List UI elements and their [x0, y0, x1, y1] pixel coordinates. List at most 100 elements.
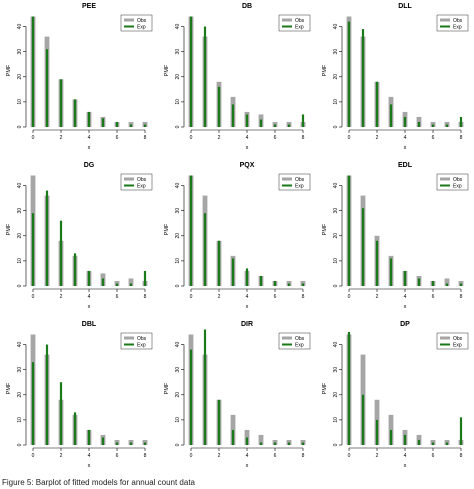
x-tick-label: 4 — [88, 135, 91, 141]
y-tick-label: 20 — [17, 74, 23, 80]
bar-exp — [231, 104, 235, 127]
figure-caption: Figure 5: Barplot of fitted models for a… — [2, 478, 196, 487]
x-axis-label: x — [88, 463, 91, 469]
bar-exp — [203, 26, 207, 127]
bar-exp — [375, 419, 379, 445]
bar-exp — [245, 437, 249, 445]
bar-exp — [189, 16, 193, 128]
bar-exp — [59, 79, 63, 127]
bar-exp — [101, 278, 105, 286]
y-tick-label: 40 — [175, 24, 181, 30]
y-axis-label: PMF — [6, 223, 12, 235]
x-tick-label: 8 — [144, 294, 147, 300]
x-tick-label: 6 — [274, 135, 277, 141]
bar-exp — [203, 329, 207, 445]
legend-label-exp: Exp — [295, 343, 304, 349]
y-tick-label: 10 — [333, 99, 339, 105]
legend-label-obs: Obs — [295, 177, 305, 183]
bar-exp — [87, 270, 91, 286]
x-tick-label: 0 — [32, 135, 35, 141]
panel-title: PQX — [240, 162, 255, 169]
legend-label-obs: Obs — [453, 18, 463, 24]
y-tick-label: 40 — [17, 24, 23, 30]
bar-exp — [301, 283, 305, 286]
bar-exp — [287, 283, 291, 286]
legend-label-obs: Obs — [137, 18, 147, 24]
bar-exp — [259, 275, 263, 286]
x-tick-label: 2 — [218, 453, 221, 459]
bar-exp — [31, 16, 35, 128]
x-axis-label: x — [404, 463, 407, 469]
bar-exp — [417, 439, 421, 445]
bar-exp — [287, 442, 291, 445]
bar-exp — [417, 121, 421, 127]
legend-label-exp: Exp — [453, 25, 462, 31]
y-tick-label: 0 — [175, 284, 181, 287]
bar-exp — [59, 220, 63, 286]
panel-title: DP — [400, 321, 410, 328]
bar-exp — [143, 270, 147, 286]
x-tick-label: 2 — [218, 135, 221, 141]
y-axis-label: PMF — [164, 64, 170, 76]
bar-obs — [128, 278, 134, 286]
x-tick-label: 0 — [32, 453, 35, 459]
y-tick-label: 20 — [17, 392, 23, 398]
bar-exp — [101, 118, 105, 127]
bar-exp — [87, 111, 91, 127]
y-tick-label: 20 — [17, 233, 23, 239]
y-tick-label: 40 — [333, 342, 339, 348]
x-tick-label: 4 — [404, 294, 407, 300]
bar-exp — [31, 362, 35, 445]
x-tick-label: 0 — [32, 294, 35, 300]
x-tick-label: 2 — [60, 294, 63, 300]
x-tick-label: 8 — [302, 453, 305, 459]
x-tick-label: 8 — [144, 135, 147, 141]
y-tick-label: 20 — [175, 392, 181, 398]
bar-exp — [361, 29, 365, 127]
x-tick-label: 6 — [116, 135, 119, 141]
bar-exp — [115, 283, 119, 286]
bar-exp — [217, 399, 221, 445]
y-tick-label: 10 — [175, 99, 181, 105]
bar-exp — [115, 442, 119, 445]
y-tick-label: 0 — [17, 284, 23, 287]
x-tick-label: 4 — [246, 135, 249, 141]
y-tick-label: 0 — [333, 125, 339, 128]
y-tick-label: 30 — [17, 208, 23, 214]
x-tick-label: 2 — [218, 294, 221, 300]
y-tick-label: 10 — [17, 258, 23, 264]
bar-exp — [217, 240, 221, 286]
bar-exp — [389, 104, 393, 127]
y-tick-label: 30 — [175, 208, 181, 214]
bar-exp — [203, 213, 207, 286]
bar-exp — [259, 442, 263, 445]
x-tick-label: 6 — [432, 294, 435, 300]
y-tick-label: 30 — [175, 367, 181, 373]
legend-label-obs: Obs — [295, 18, 305, 24]
x-tick-label: 2 — [60, 453, 63, 459]
bar-exp — [375, 240, 379, 286]
bar-exp — [431, 124, 435, 127]
y-axis-label: PMF — [322, 223, 328, 235]
bar-exp — [389, 429, 393, 445]
x-tick-label: 0 — [348, 294, 351, 300]
bar-exp — [403, 270, 407, 286]
bar-exp — [361, 208, 365, 286]
y-tick-label: 40 — [175, 342, 181, 348]
bar-exp — [273, 280, 277, 286]
y-tick-label: 0 — [333, 284, 339, 287]
y-tick-label: 20 — [333, 392, 339, 398]
legend-label-obs: Obs — [137, 177, 147, 183]
x-tick-label: 0 — [190, 453, 193, 459]
x-tick-label: 0 — [190, 294, 193, 300]
y-tick-label: 0 — [17, 125, 23, 128]
y-tick-label: 20 — [333, 233, 339, 239]
bar-exp — [231, 429, 235, 445]
y-tick-label: 0 — [17, 443, 23, 446]
bar-exp — [245, 114, 249, 127]
